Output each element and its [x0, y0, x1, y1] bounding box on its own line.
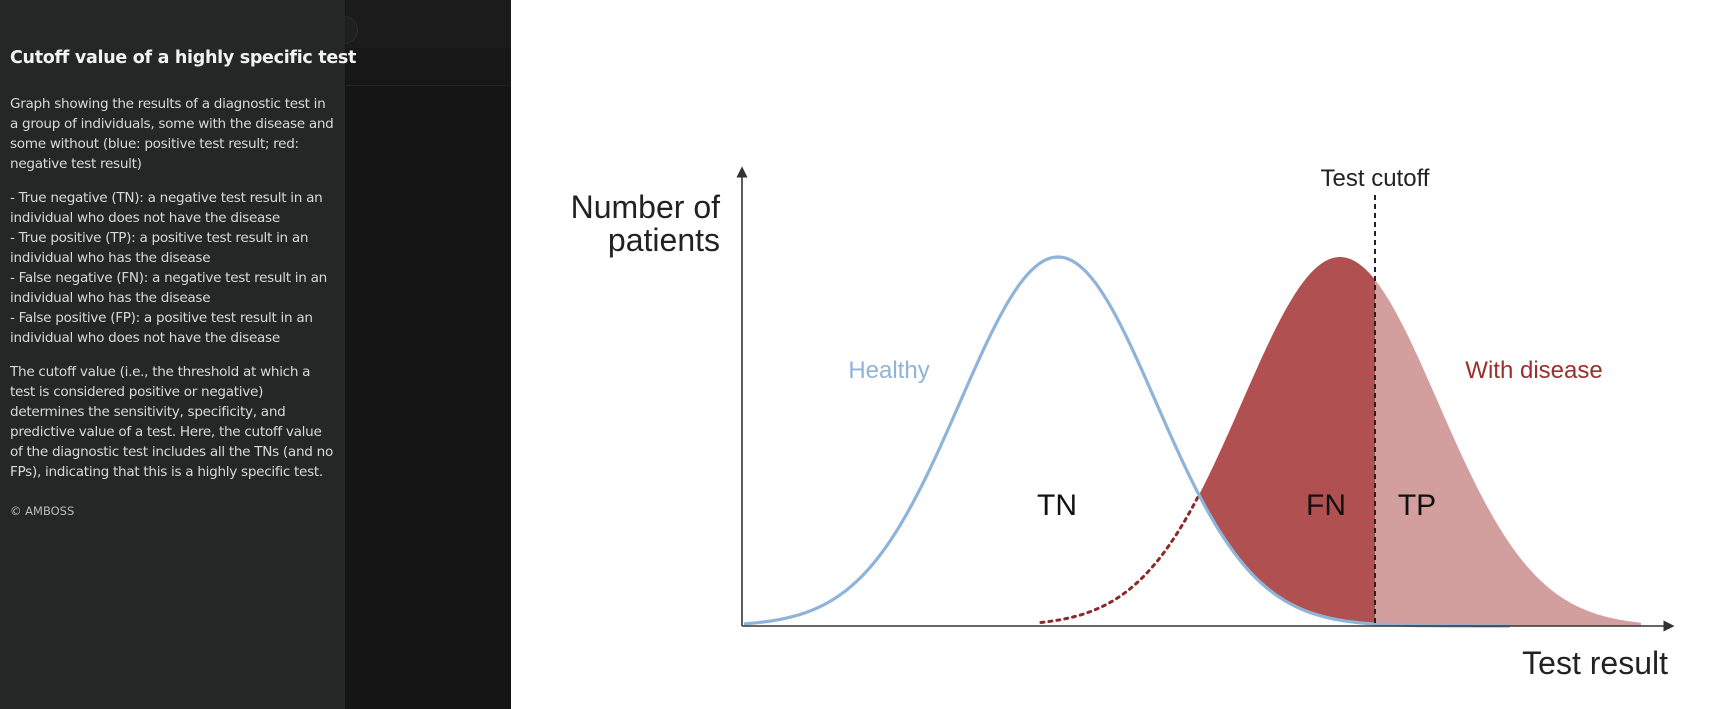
diagram-svg: Number of patients Test result Test cuto… [571, 165, 1675, 681]
cutoff-label: Test cutoff [1321, 165, 1430, 192]
tp-label: TP [1398, 489, 1436, 522]
definition-fn: - False negative (FN): a negative test r… [10, 270, 327, 306]
viewer-subbar [346, 48, 511, 86]
x-axis-label: Test result [1522, 645, 1668, 681]
caption-explanation: The cutoff value (i.e., the threshold at… [10, 364, 333, 480]
y-axis-label-line2: patients [608, 222, 720, 258]
definition-tn: - True negative (TN): a negative test re… [10, 190, 323, 226]
definition-tp: - True positive (TP): a positive test re… [10, 230, 309, 266]
definition-fp: - False positive (FP): a positive test r… [10, 310, 313, 346]
disease-curve-dotted [1039, 493, 1201, 624]
copyright: © AMBOSS [10, 504, 75, 518]
disease-label: With disease [1465, 357, 1602, 384]
tp-area [1375, 279, 1641, 626]
diagram-figure: Number of patients Test result Test cuto… [511, 0, 1731, 709]
caption-panel: Cutoff value of a highly specific test G… [0, 0, 357, 709]
healthy-label: Healthy [848, 357, 929, 384]
tn-label: TN [1037, 489, 1077, 522]
fn-label: FN [1306, 489, 1346, 522]
viewer-toolbar [346, 0, 511, 49]
fn-area [1199, 257, 1375, 626]
caption-intro: Graph showing the results of a diagnosti… [10, 96, 334, 172]
definition-list: - True negative (TN): a negative test re… [10, 188, 336, 348]
caption-title: Cutoff value of a highly specific test [10, 48, 357, 68]
y-axis-label-line1: Number of [571, 189, 721, 225]
healthy-curve [743, 255, 1510, 628]
